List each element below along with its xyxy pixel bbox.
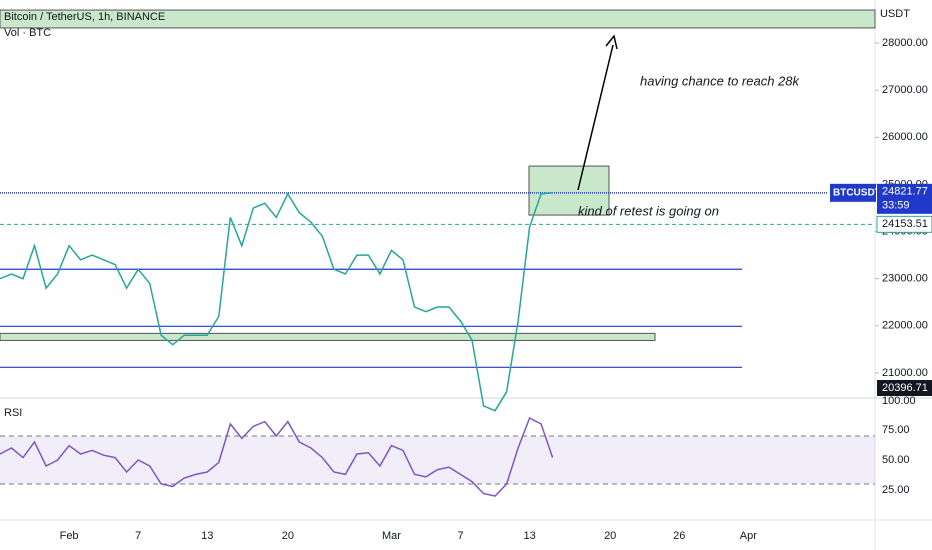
rsi-tick-label: 50.00 — [882, 454, 910, 466]
price-tag — [877, 183, 932, 214]
arrow-head — [605, 34, 618, 50]
chart-title: Bitcoin / TetherUS, 1h, BINANCE — [4, 11, 165, 23]
zone — [0, 9, 876, 29]
x-tick-label: Mar — [382, 530, 401, 542]
price-tag — [830, 183, 876, 202]
prev-level-label: 24153.51 — [882, 218, 928, 230]
currency-label: USDT — [880, 8, 910, 20]
y-tick-label: 22000.00 — [882, 320, 928, 332]
countdown-label: 33:59 — [882, 200, 910, 212]
price-tag — [877, 380, 932, 396]
zone — [0, 332, 656, 341]
x-tick-label: 26 — [673, 530, 685, 542]
y-tick-label: 23000.00 — [882, 273, 928, 285]
x-tick-label: Feb — [60, 530, 79, 542]
last-price-label: 24821.77 — [882, 186, 928, 198]
zone — [528, 165, 610, 216]
volume-label: Vol · BTC — [4, 27, 51, 39]
rsi-tick-label: 25.00 — [882, 484, 910, 496]
volume-high-label: 20396.71 — [882, 382, 928, 394]
rsi-line — [0, 416, 554, 497]
x-tick-label: Apr — [740, 530, 757, 542]
annotation: kind of retest is going on — [578, 203, 719, 218]
x-tick-label: 13 — [523, 530, 535, 542]
rsi-title: RSI — [4, 407, 22, 419]
x-tick-label: 7 — [457, 530, 463, 542]
x-tick-label: 20 — [604, 530, 616, 542]
annotation: having chance to reach 28k — [640, 73, 800, 88]
y-tick-label: 28000.00 — [882, 37, 928, 49]
symbol-tag: BTCUSDT — [833, 187, 881, 198]
price-line — [0, 192, 553, 412]
price-tag — [876, 215, 932, 233]
x-tick-label: 13 — [201, 530, 213, 542]
x-tick-label: 7 — [135, 530, 141, 542]
rsi-tick-label: 100.00 — [882, 395, 916, 407]
rsi-band — [0, 436, 875, 484]
arrow — [577, 44, 614, 191]
y-tick-label: 21000.00 — [882, 367, 928, 379]
plot-bg — [0, 0, 875, 520]
y-tick-label: 26000.00 — [882, 131, 928, 143]
x-tick-label: 20 — [282, 530, 294, 542]
rsi-tick-label: 75.00 — [882, 424, 910, 436]
y-tick-label: 27000.00 — [882, 84, 928, 96]
